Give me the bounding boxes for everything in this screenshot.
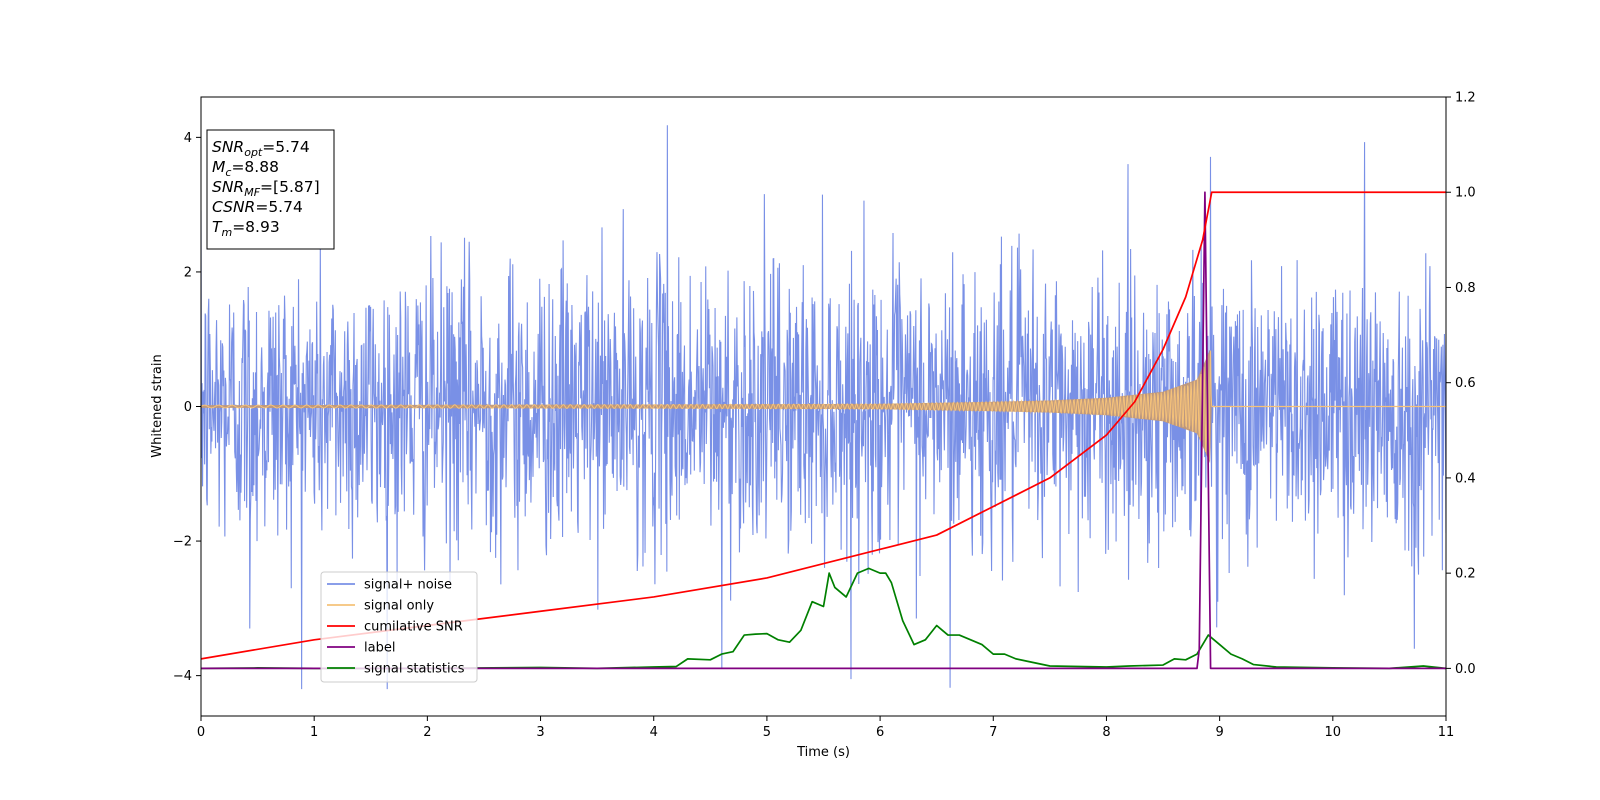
series-cumilative-snr-line [201,191,1446,660]
y2-tick-label: 0.8 [1455,281,1476,296]
x-tick-label: 8 [1102,725,1110,740]
legend: signal+ noise signal only cumilative SNR la… [320,571,478,683]
x-axis-label: Time (s) [796,745,850,760]
legend-label: label [364,641,395,656]
y2-tick-label: 0.6 [1455,376,1476,391]
y2-tick-label: 0.2 [1455,567,1476,582]
annotation-line: CSNR=5.74 [212,198,303,216]
y2-axis-ticks: 0.0 0.2 0.4 0.6 0.8 1.0 1.2 [1446,91,1476,677]
x-tick-label: 1 [310,725,318,740]
x-tick-label: 10 [1325,725,1342,740]
right-axis-series-layer [201,191,1446,670]
y2-tick-label: 1.2 [1455,91,1476,106]
y2-tick-label: 0.4 [1455,471,1476,486]
x-tick-label: 3 [536,725,544,740]
legend-label: signal+ noise [364,578,452,593]
x-tick-label: 7 [989,725,997,740]
x-tick-label: 2 [423,725,431,740]
series-signal-statistics-line [201,567,1446,670]
x-tick-label: 11 [1438,725,1455,740]
y-axis-ticks: −4 −2 0 2 4 [173,131,201,684]
series-signal-noise-layer [201,125,1446,690]
x-axis-ticks: 0 1 2 3 4 5 6 7 8 9 10 11 [197,716,1454,740]
series-label-line [201,191,1446,670]
series-signal-only-layer [201,349,1446,464]
annotation-line: SNRMF=[5.87] [212,178,320,199]
y-tick-label: −2 [173,535,192,550]
annotation-frame [206,129,335,250]
y-axis-label: Whitened strain [150,354,165,457]
y-tick-label: 0 [184,400,192,415]
y-tick-label: 2 [184,265,192,280]
legend-label: cumilative SNR [364,620,463,635]
annotation-line: SNRopt=5.74 [212,138,310,159]
legend-label: signal statistics [364,662,465,677]
legend-label: signal only [364,599,434,614]
annotation-line: Tm=8.93 [212,218,280,239]
y-tick-label: 4 [184,131,192,146]
x-tick-label: 9 [1215,725,1223,740]
y2-tick-label: 0.0 [1455,662,1476,677]
legend-frame [320,571,478,683]
x-tick-label: 6 [876,725,884,740]
series-signal-only-line [201,350,1213,461]
x-tick-label: 4 [650,725,658,740]
y2-tick-label: 1.0 [1455,186,1476,201]
y-tick-label: −4 [173,669,192,684]
x-tick-label: 0 [197,725,205,740]
annotation-line: Mc=8.88 [212,158,279,179]
x-tick-label: 5 [763,725,771,740]
series-signal-noise-line [201,125,1446,690]
